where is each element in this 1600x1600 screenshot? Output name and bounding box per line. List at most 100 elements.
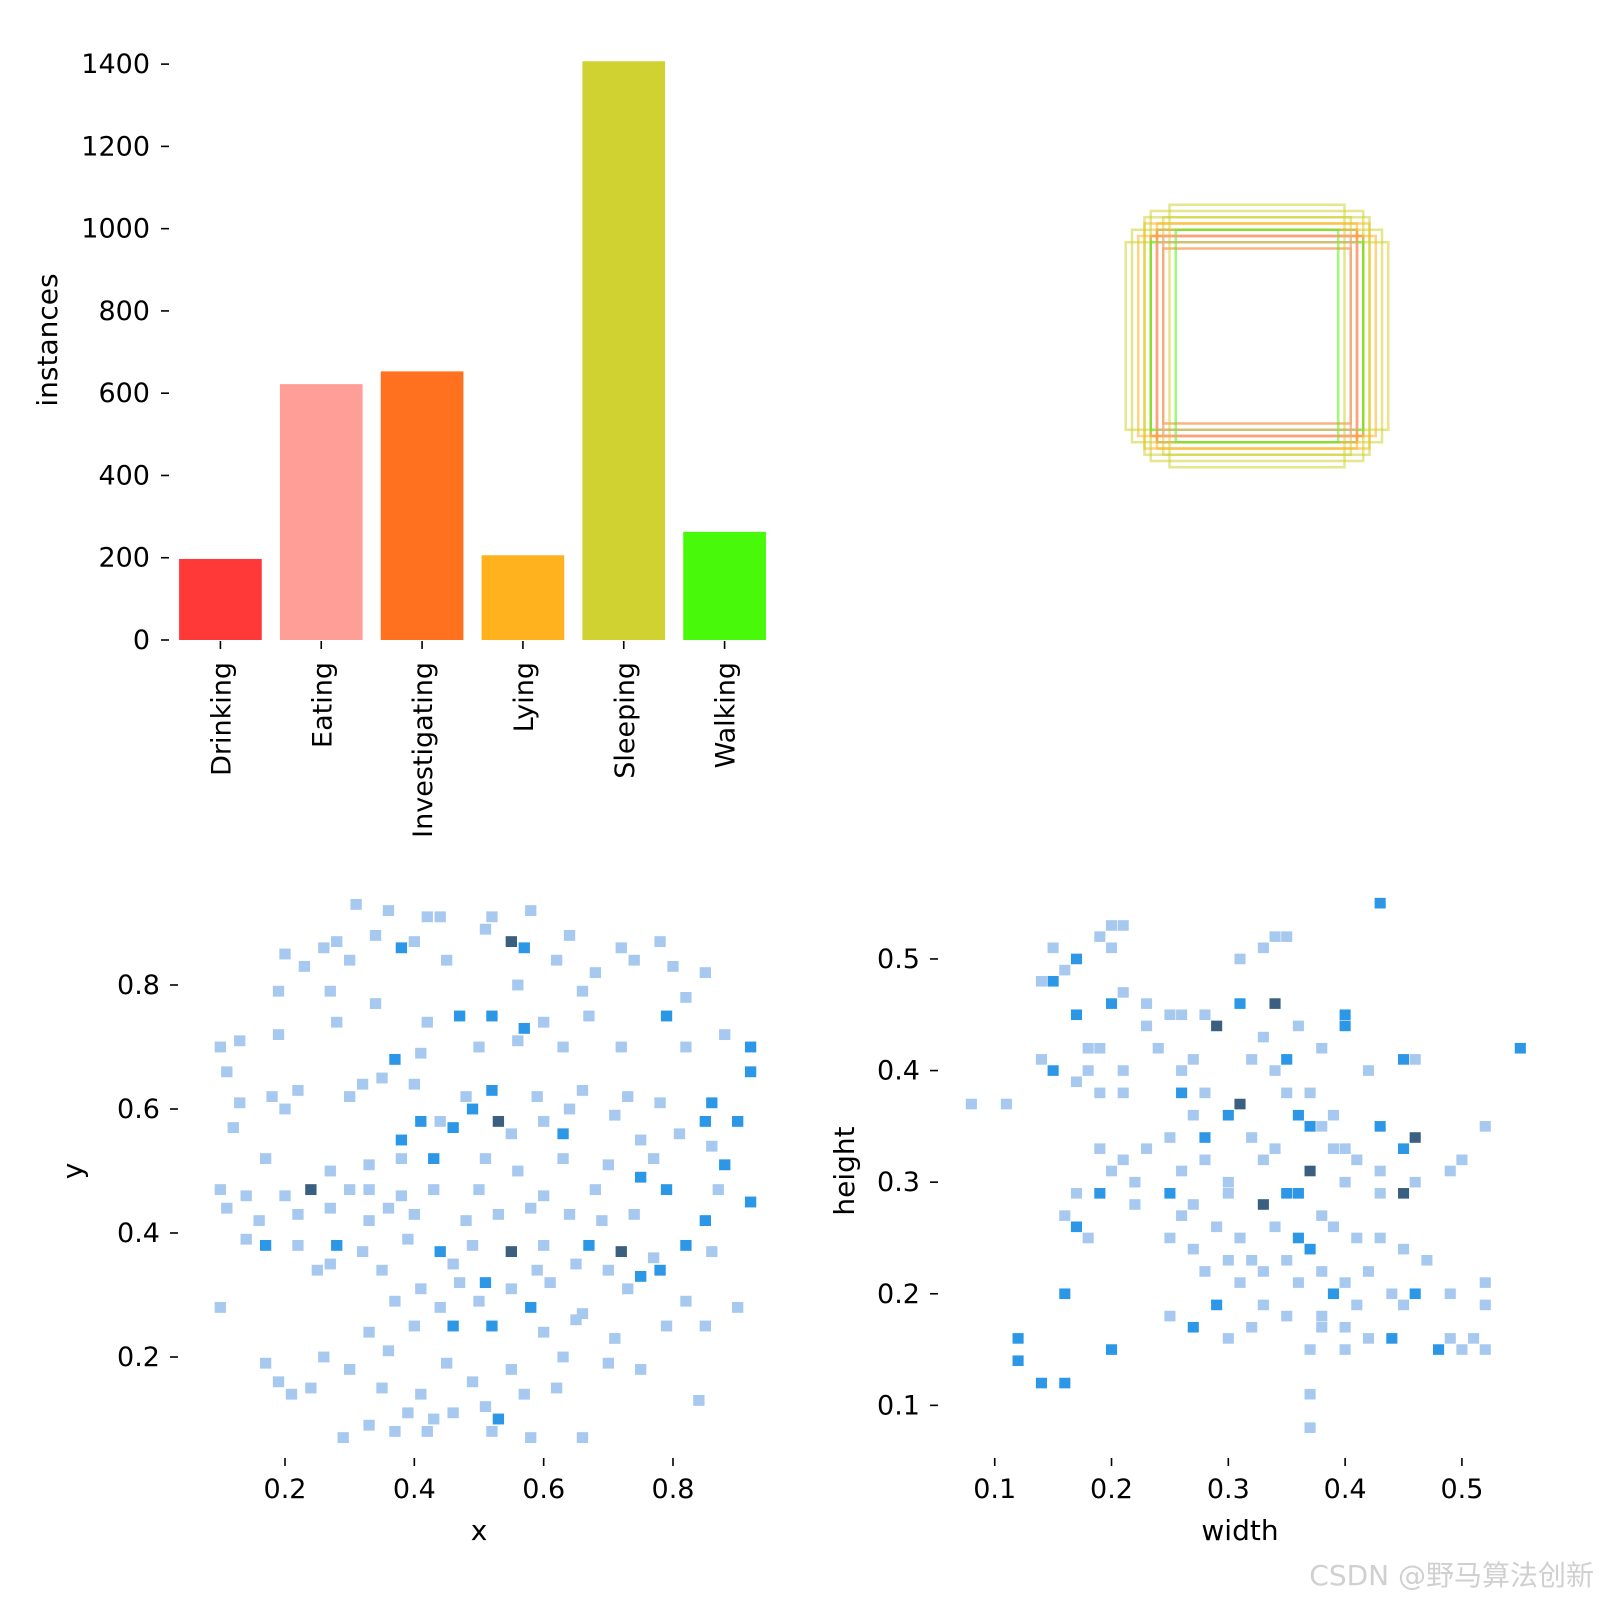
heatmap-cell	[344, 1184, 356, 1196]
heatmap-cell	[512, 979, 524, 991]
heatmap-cell	[1047, 975, 1059, 987]
bar-sleeping	[582, 61, 666, 640]
heatmap-cell	[635, 1270, 647, 1282]
heatmap-cell	[1070, 1009, 1083, 1021]
heatmap-cell	[324, 985, 336, 997]
bbox-outline	[1162, 216, 1352, 456]
heatmap-cell	[1117, 1087, 1129, 1099]
bbox-outline	[1124, 241, 1390, 431]
heatmap-cell	[1327, 1288, 1339, 1300]
heatmap-cell	[1222, 1254, 1234, 1266]
heatmap-cell	[1070, 1188, 1083, 1199]
heatmap-cell	[369, 929, 382, 941]
heatmap-cell	[531, 1091, 543, 1103]
heatmap-cell	[1316, 1121, 1328, 1132]
heatmap-cell	[518, 1388, 530, 1400]
heatmap-cell	[1292, 1109, 1304, 1121]
heatmap-cell	[421, 1016, 433, 1028]
heatmap-cell	[324, 1202, 336, 1214]
heatmap-cell	[1117, 1065, 1129, 1076]
heatmap-cell	[363, 1215, 375, 1227]
heatmap-cell	[557, 1041, 569, 1053]
heatmap-cell	[1234, 1232, 1246, 1244]
x-tick-label: 0.8	[652, 1474, 695, 1505]
heatmap-cell	[1117, 1154, 1129, 1166]
heatmap-cell	[253, 1215, 265, 1227]
heatmap-cell	[699, 967, 711, 979]
heatmap-cell	[680, 1295, 692, 1307]
heatmap-cell	[298, 960, 311, 972]
heatmap-cell	[479, 1401, 492, 1413]
heatmap-cell	[647, 1252, 660, 1264]
heatmap-cell	[447, 1122, 459, 1134]
bbox-outline	[1155, 241, 1359, 431]
heatmap-cell	[525, 1301, 537, 1313]
heatmap-cell	[1374, 1232, 1386, 1244]
heatmap-cell	[1468, 1333, 1480, 1344]
heatmap-cell	[272, 1376, 285, 1388]
heatmap-cell	[447, 1407, 459, 1419]
bbox-outline	[1162, 234, 1352, 438]
bbox-outline	[1143, 222, 1371, 450]
heatmap-cell	[466, 1103, 479, 1115]
heatmap-cell	[635, 1171, 647, 1183]
heatmap-cell	[1304, 1422, 1316, 1433]
heatmap-cell	[1257, 1299, 1269, 1311]
heatmap-cell	[1257, 1031, 1269, 1043]
heatmap-cell	[1327, 1221, 1339, 1233]
heatmap-cell	[1351, 1232, 1363, 1244]
heatmap-cell	[492, 1115, 505, 1127]
heatmap-cell	[732, 1115, 744, 1127]
bounding-box-overlay-plot	[1124, 203, 1390, 469]
heatmap-cell	[699, 1215, 711, 1227]
heatmap-cell	[589, 1184, 602, 1196]
heatmap-cell	[660, 1184, 673, 1196]
heatmap-cell	[473, 1041, 485, 1053]
x-axis-label: width	[1201, 1514, 1278, 1547]
heatmap-cell	[1316, 1042, 1328, 1054]
heatmap-cell	[563, 1103, 576, 1115]
heatmap-cell	[667, 960, 679, 972]
heatmap-cell	[1176, 1165, 1188, 1177]
y-axis-label: y	[56, 1163, 89, 1180]
heatmap-cell	[1409, 1054, 1421, 1065]
heatmap-cell	[1292, 1232, 1304, 1244]
heatmap-cell	[1397, 1243, 1410, 1255]
heatmap-cell	[589, 967, 602, 979]
heatmap-cell	[486, 1084, 498, 1096]
heatmap-cell	[408, 936, 420, 948]
heatmap-cell	[518, 942, 530, 954]
heatmap-cell	[1082, 1042, 1094, 1054]
x-tick-label: 0.6	[522, 1474, 565, 1505]
heatmap-cell	[227, 1122, 239, 1134]
bbox-outline	[1137, 234, 1377, 438]
heatmap-cell	[331, 936, 343, 948]
heatmap-cell	[1362, 1266, 1375, 1277]
heatmap-cell	[492, 1413, 505, 1425]
heatmap-cell	[479, 1277, 492, 1289]
heatmap-cell	[292, 1239, 304, 1251]
heatmap-cell	[1304, 1243, 1316, 1255]
heatmap-cell	[389, 1425, 401, 1437]
y-tick-label: 1200	[81, 131, 150, 162]
heatmap-cell	[240, 1190, 252, 1202]
heatmap-cell	[376, 1382, 388, 1394]
heatmap-cell	[1129, 1199, 1141, 1210]
bbox-outline	[1149, 234, 1365, 438]
heatmap-cell	[1059, 1288, 1071, 1300]
bbox-outline	[1168, 203, 1346, 469]
heatmap-cell	[965, 1098, 977, 1110]
heatmap-cell	[1211, 1299, 1223, 1311]
heatmap-cell	[1456, 1154, 1468, 1166]
heatmap-cell	[415, 1047, 427, 1059]
x-tick-label: Investigating	[408, 662, 439, 838]
heatmap-cell	[479, 923, 492, 935]
heatmap-cell	[1292, 1020, 1304, 1032]
heatmap-cell	[1409, 1288, 1421, 1300]
bar-drinking	[179, 558, 262, 640]
heatmap-cell	[318, 942, 330, 954]
x-tick-label: 0.1	[973, 1474, 1016, 1505]
x-tick-label: 0.2	[264, 1474, 307, 1505]
x-tick-label: Drinking	[206, 662, 237, 776]
